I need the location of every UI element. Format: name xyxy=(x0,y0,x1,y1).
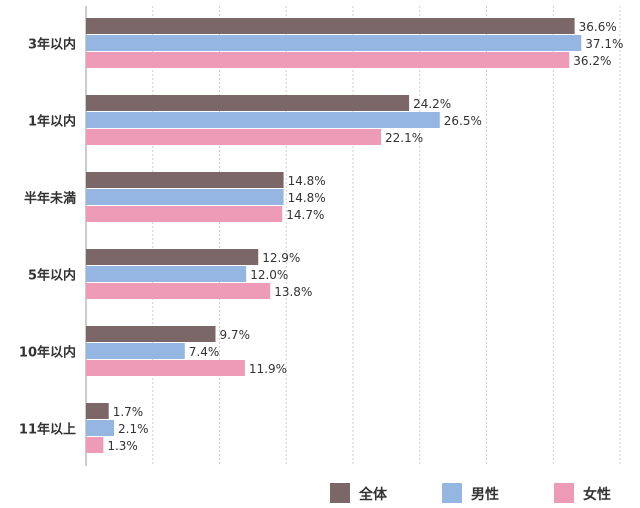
data-label: 12.9% xyxy=(262,251,300,265)
legend-swatch xyxy=(442,483,462,503)
bar xyxy=(86,343,185,359)
data-label: 11.9% xyxy=(249,362,287,376)
bar xyxy=(86,52,570,68)
data-label: 7.4% xyxy=(189,345,220,359)
bar xyxy=(86,129,382,145)
bar xyxy=(86,420,115,436)
bar xyxy=(86,326,216,342)
data-label: 14.8% xyxy=(288,191,326,205)
data-label: 1.7% xyxy=(113,405,144,419)
data-label: 9.7% xyxy=(219,328,250,342)
bar xyxy=(86,360,245,376)
data-label: 14.8% xyxy=(288,174,326,188)
data-label: 36.6% xyxy=(579,20,617,34)
grid-lines xyxy=(85,6,621,466)
data-label: 13.8% xyxy=(274,285,312,299)
bar xyxy=(86,266,247,282)
data-label: 22.1% xyxy=(385,131,423,145)
bar xyxy=(86,35,582,51)
legend-swatch xyxy=(554,483,574,503)
value-labels: 36.6% 37.1% 36.2% 24.2% 26.5% 22.1% 14.8% 14.8%… xyxy=(107,20,623,453)
data-label: 2.1% xyxy=(118,422,149,436)
bars xyxy=(86,18,582,453)
legend-label: 男性 xyxy=(471,486,499,503)
bar xyxy=(86,95,410,111)
category-label: 10年以内 xyxy=(19,345,76,361)
bar xyxy=(86,189,284,205)
bar xyxy=(86,437,104,453)
bar xyxy=(86,18,575,34)
category-label: 5年以内 xyxy=(28,268,76,284)
category-label: 半年未満 xyxy=(24,191,76,207)
legend-label: 女性 xyxy=(583,486,611,503)
bar xyxy=(86,112,440,128)
data-label: 37.1% xyxy=(585,37,623,51)
data-label: 14.7% xyxy=(286,208,324,222)
bar xyxy=(86,403,109,419)
data-label: 12.0% xyxy=(250,268,288,282)
category-label: 3年以内 xyxy=(28,37,76,53)
data-label: 1.3% xyxy=(107,439,138,453)
bar xyxy=(86,206,283,222)
bar xyxy=(86,283,271,299)
bar xyxy=(86,249,259,265)
category-label: 11年以上 xyxy=(19,422,76,438)
category-label: 1年以内 xyxy=(28,114,76,130)
data-label: 36.2% xyxy=(573,54,611,68)
legend: 全体 男性 女性 xyxy=(330,483,611,503)
legend-label: 全体 xyxy=(358,486,388,503)
data-label: 24.2% xyxy=(413,97,451,111)
bar xyxy=(86,172,284,188)
legend-swatch xyxy=(330,483,350,503)
data-label: 26.5% xyxy=(444,114,482,128)
